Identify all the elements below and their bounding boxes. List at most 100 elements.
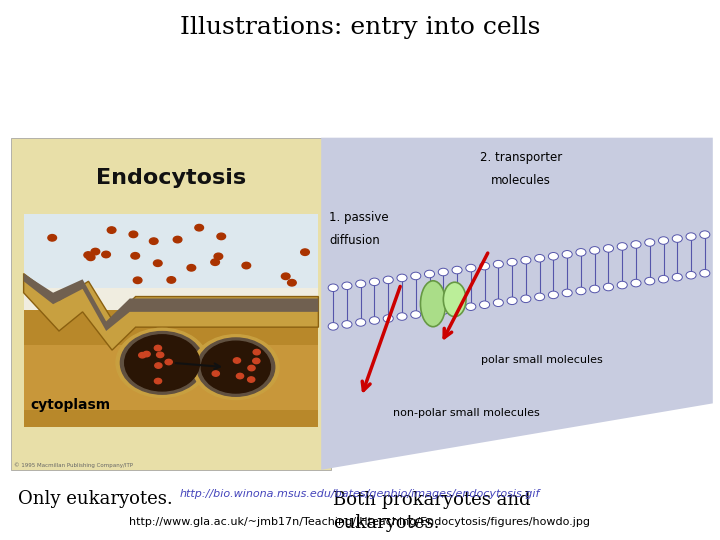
Circle shape xyxy=(202,341,271,393)
Circle shape xyxy=(356,319,366,326)
Circle shape xyxy=(328,284,338,292)
Circle shape xyxy=(631,241,641,248)
Circle shape xyxy=(576,287,586,295)
Circle shape xyxy=(139,353,146,358)
Ellipse shape xyxy=(444,282,466,316)
Circle shape xyxy=(603,284,613,291)
Text: 1. passive: 1. passive xyxy=(329,211,389,224)
Circle shape xyxy=(507,297,517,305)
Circle shape xyxy=(86,254,95,261)
Circle shape xyxy=(211,259,220,266)
Circle shape xyxy=(672,235,683,242)
Circle shape xyxy=(214,253,222,260)
Circle shape xyxy=(562,251,572,258)
Circle shape xyxy=(397,313,407,320)
Circle shape xyxy=(521,295,531,302)
Circle shape xyxy=(369,278,379,286)
Circle shape xyxy=(120,332,204,394)
Circle shape xyxy=(301,249,310,255)
Circle shape xyxy=(644,278,654,285)
Text: Illustrations: entry into cells: Illustrations: entry into cells xyxy=(180,16,540,39)
Circle shape xyxy=(153,260,162,266)
Circle shape xyxy=(167,276,176,283)
Circle shape xyxy=(410,311,420,319)
Circle shape xyxy=(700,269,710,277)
Circle shape xyxy=(672,273,683,281)
Bar xyxy=(24,214,318,288)
Circle shape xyxy=(562,289,572,296)
Circle shape xyxy=(342,321,352,328)
Circle shape xyxy=(603,245,613,252)
Text: diffusion: diffusion xyxy=(329,234,380,247)
Polygon shape xyxy=(321,138,713,470)
Circle shape xyxy=(133,277,142,284)
Circle shape xyxy=(212,371,220,376)
Text: molecules: molecules xyxy=(491,174,551,187)
Circle shape xyxy=(549,253,559,260)
Circle shape xyxy=(282,273,290,280)
Circle shape xyxy=(631,279,641,287)
Circle shape xyxy=(217,233,225,240)
Circle shape xyxy=(150,238,158,245)
Polygon shape xyxy=(24,274,318,350)
Text: 2. transporter: 2. transporter xyxy=(480,151,562,164)
Circle shape xyxy=(493,299,503,307)
Circle shape xyxy=(659,237,669,244)
Text: Endocytosis: Endocytosis xyxy=(96,167,246,187)
Circle shape xyxy=(644,239,654,246)
Circle shape xyxy=(383,315,393,322)
Bar xyxy=(11,138,331,470)
Circle shape xyxy=(534,254,544,262)
Circle shape xyxy=(48,234,57,241)
Circle shape xyxy=(410,272,420,280)
Circle shape xyxy=(576,248,586,256)
Bar xyxy=(24,345,318,410)
Ellipse shape xyxy=(420,281,446,327)
Text: Only eukaryotes.: Only eukaryotes. xyxy=(18,490,173,509)
Text: © 1995 Macmillan Publishing Company/ITP: © 1995 Macmillan Publishing Company/ITP xyxy=(14,462,133,468)
Circle shape xyxy=(686,233,696,240)
Circle shape xyxy=(659,275,669,283)
Circle shape xyxy=(342,282,352,289)
Bar xyxy=(24,310,318,427)
Text: http://www.gla.ac.uk/~jmb17n/Teaching/JHteaching/Endocytosis/figures/howdo.jpg: http://www.gla.ac.uk/~jmb17n/Teaching/JH… xyxy=(130,517,590,527)
Circle shape xyxy=(438,268,449,276)
Text: Both prokaryotes and
eukaryotes.: Both prokaryotes and eukaryotes. xyxy=(333,491,531,531)
Circle shape xyxy=(590,247,600,254)
Circle shape xyxy=(590,285,600,293)
Circle shape xyxy=(154,379,161,384)
Text: non-polar small molecules: non-polar small molecules xyxy=(393,408,540,418)
Circle shape xyxy=(534,293,544,301)
Circle shape xyxy=(195,225,204,231)
Circle shape xyxy=(480,262,490,270)
Circle shape xyxy=(493,260,503,268)
Circle shape xyxy=(236,373,243,379)
Polygon shape xyxy=(24,274,318,331)
Circle shape xyxy=(116,328,208,397)
Circle shape xyxy=(155,363,162,368)
Circle shape xyxy=(466,303,476,310)
Circle shape xyxy=(466,264,476,272)
Text: cytoplasm: cytoplasm xyxy=(31,399,111,413)
Circle shape xyxy=(549,291,559,299)
Circle shape xyxy=(425,270,435,278)
Circle shape xyxy=(248,377,255,382)
Circle shape xyxy=(700,231,710,238)
Circle shape xyxy=(143,352,150,357)
Circle shape xyxy=(107,227,116,233)
Circle shape xyxy=(328,322,338,330)
Circle shape xyxy=(91,248,99,255)
Circle shape xyxy=(617,281,627,289)
Circle shape xyxy=(452,305,462,313)
Circle shape xyxy=(356,280,366,288)
Circle shape xyxy=(174,237,182,243)
Circle shape xyxy=(129,231,138,238)
Circle shape xyxy=(131,253,140,259)
Circle shape xyxy=(84,252,93,258)
Circle shape xyxy=(187,265,196,271)
Circle shape xyxy=(397,274,407,282)
Circle shape xyxy=(480,301,490,308)
Circle shape xyxy=(165,359,172,364)
Circle shape xyxy=(156,352,163,357)
Circle shape xyxy=(233,358,240,363)
